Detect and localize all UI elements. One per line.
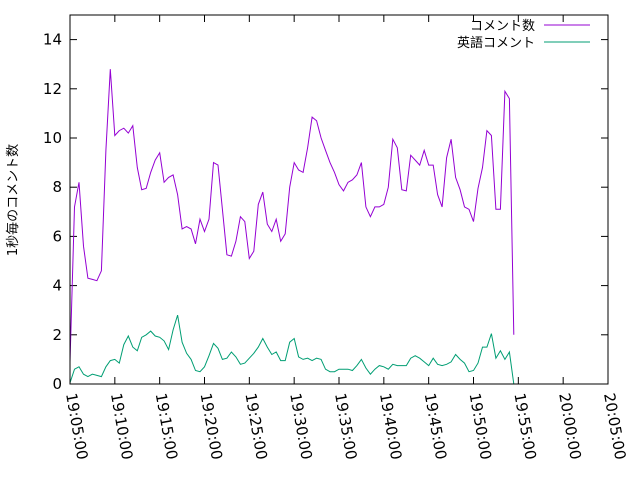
x-tick-label: 19:55:00 <box>510 392 539 461</box>
x-tick-label: 19:50:00 <box>466 392 495 461</box>
series-lines <box>69 69 515 385</box>
x-tick-label: 19:30:00 <box>286 392 315 461</box>
y-tick-label: 8 <box>52 178 62 196</box>
x-tick-label: 19:15:00 <box>152 392 181 461</box>
x-tick-label: 19:20:00 <box>197 392 226 461</box>
legend-label: 英語コメント <box>457 35 535 51</box>
x-tick-label: 19:05:00 <box>62 392 91 461</box>
y-tick-label: 0 <box>52 375 62 393</box>
x-tick-label: 19:35:00 <box>331 392 360 461</box>
y-tick-label: 14 <box>43 31 62 49</box>
y-tick-label: 10 <box>43 129 62 147</box>
x-tick-label: 20:05:00 <box>600 392 629 461</box>
y-tick-label: 12 <box>43 80 62 98</box>
x-tick-label: 19:40:00 <box>376 392 405 461</box>
axis-ticks: 0 2 4 6 8 10 12 14 19:05:00 19:10:00 19:15:00 19:20… <box>43 15 629 461</box>
legend-label: コメント数 <box>470 19 535 34</box>
y-axis-label: 1秒毎のコメント数 <box>5 144 21 256</box>
series-line-2 <box>69 314 515 385</box>
y-tick-label: 4 <box>52 277 62 295</box>
series-line-1 <box>69 69 515 362</box>
x-tick-label: 20:00:00 <box>555 392 584 461</box>
y-tick-label: 6 <box>52 227 62 245</box>
y-tick-label: 2 <box>52 326 62 344</box>
plot-frame <box>69 14 609 385</box>
x-tick-label: 19:45:00 <box>421 392 450 461</box>
x-tick-label: 19:25:00 <box>241 392 270 461</box>
x-tick-label: 19:10:00 <box>107 392 136 461</box>
